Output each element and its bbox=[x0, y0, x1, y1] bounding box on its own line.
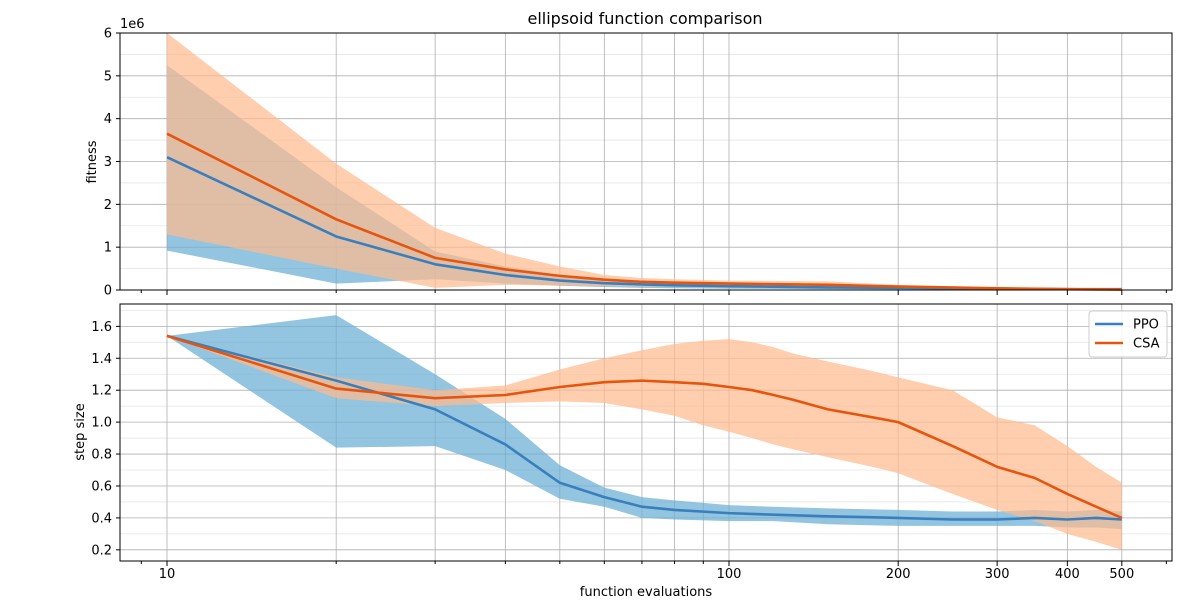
offset-label: 1e6 bbox=[120, 17, 145, 32]
y-tick-label: 5 bbox=[104, 69, 112, 84]
y-tick-label: 6 bbox=[104, 27, 112, 42]
y-tick-label: 2 bbox=[104, 198, 112, 213]
step-size-panel: 0.2 0.4 0.6 0.8 1.0 1.2 1.4 1.6 bbox=[91, 303, 1173, 566]
fitness-panel: 0 1 2 3 4 5 6 bbox=[104, 27, 1173, 299]
ppo-line bbox=[166, 334, 1122, 521]
y-tick-label: 1.0 bbox=[91, 416, 112, 431]
y-tick-label: 1.2 bbox=[91, 384, 112, 399]
y-tick-label: 0.8 bbox=[91, 448, 112, 463]
legend-ppo-label: PPO bbox=[1133, 318, 1159, 333]
csa-line bbox=[166, 132, 1122, 291]
ppo-band bbox=[167, 315, 1122, 530]
y-tick-label: 0.4 bbox=[91, 511, 112, 526]
x-axis-label: function evaluations bbox=[580, 585, 713, 600]
y-tick-label: 1.6 bbox=[91, 320, 112, 335]
y-tick-label: 0.6 bbox=[91, 479, 112, 494]
legend-box bbox=[1088, 310, 1168, 358]
chart-title: ellipsoid function comparison bbox=[527, 9, 762, 28]
x-tick-label: 500 bbox=[1109, 567, 1134, 582]
csa-band bbox=[167, 335, 1122, 550]
y-tick-label: 0.2 bbox=[91, 543, 112, 558]
y-tick-label: 4 bbox=[104, 112, 112, 127]
csa-band bbox=[167, 33, 1122, 290]
y-tick-label: 1.4 bbox=[91, 352, 112, 367]
y-tick-label: 1 bbox=[104, 241, 112, 256]
x-tick-label: 400 bbox=[1055, 567, 1080, 582]
legend-csa-label: CSA bbox=[1133, 337, 1160, 352]
fitness-axis-label: fitness bbox=[85, 140, 100, 183]
axes-frame bbox=[119, 303, 1173, 562]
x-axis-ticks: 10 100 200 300 400 500 bbox=[159, 567, 1135, 582]
x-tick-label: 200 bbox=[886, 567, 911, 582]
x-tick-label: 10 bbox=[159, 567, 176, 582]
y-tick-label: 3 bbox=[104, 155, 112, 170]
csa-line bbox=[166, 334, 1123, 520]
y-tick-label: 0 bbox=[104, 284, 112, 299]
x-tick-label: 300 bbox=[985, 567, 1010, 582]
step-size-axis-label: step size bbox=[73, 403, 88, 460]
x-tick-label: 100 bbox=[717, 567, 742, 582]
legend: PPO CSA bbox=[1088, 310, 1168, 358]
